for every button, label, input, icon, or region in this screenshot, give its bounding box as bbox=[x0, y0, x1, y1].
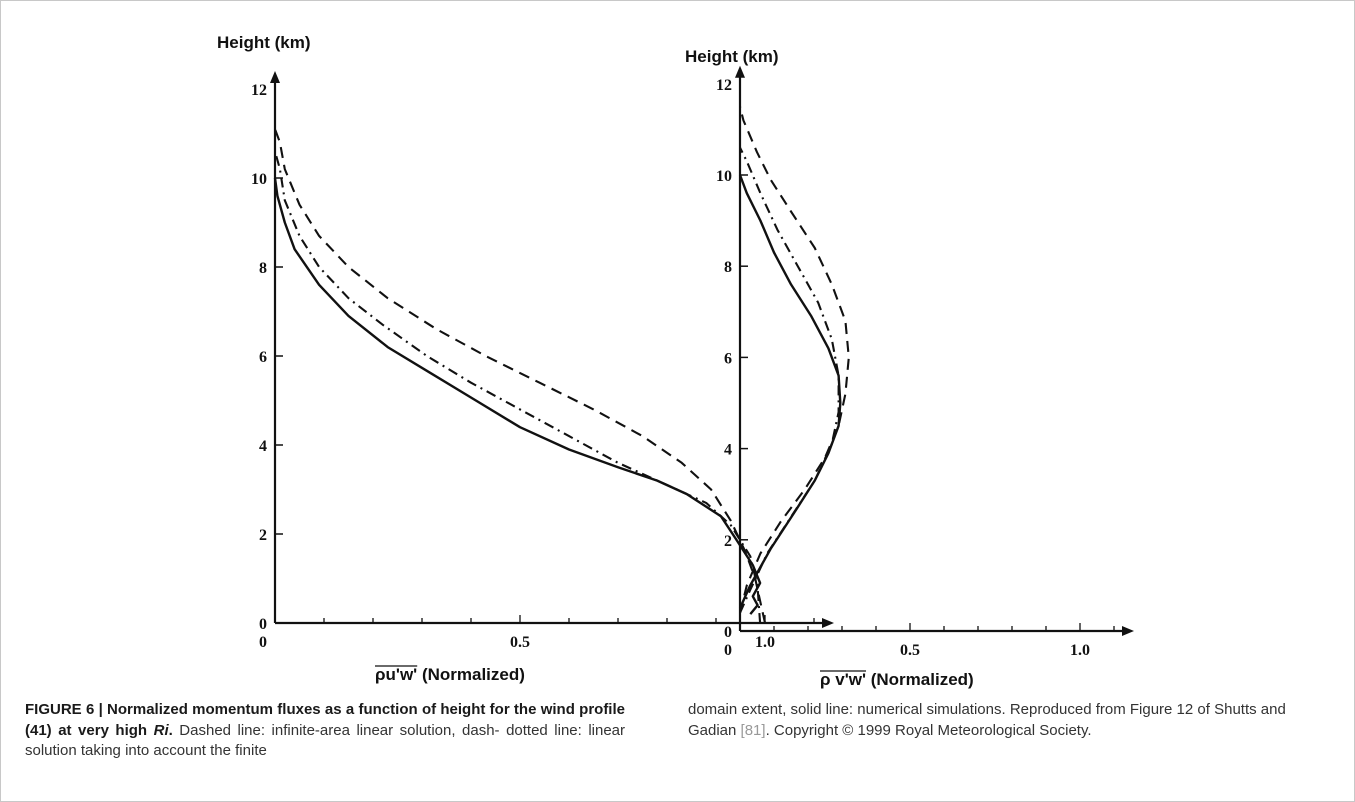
x-axis-arrow bbox=[822, 618, 834, 628]
caption-bold-end: . bbox=[168, 721, 173, 739]
series-line-solid bbox=[738, 174, 842, 609]
x-axis-label: ρu'w' (Normalized) bbox=[375, 665, 525, 684]
x-axis-label-symbol: ρ v'w' bbox=[820, 670, 866, 689]
caption-bold: FIGURE 6 | Normalized momentum fluxes as… bbox=[25, 701, 625, 739]
y-tick-label: 2 bbox=[724, 533, 732, 550]
y-tick-label: 2 bbox=[259, 527, 267, 544]
y-tick-label: 12 bbox=[716, 77, 732, 94]
series-line-dash-dot bbox=[739, 147, 840, 614]
panel-left-chart: 0 2 4 6 8 10 12 0 0.5 1.0 Height (km) ρu'w' (Normal… bbox=[217, 33, 834, 684]
caption-text-right-1: domain extent, solid line: numerical sim… bbox=[688, 701, 1286, 739]
y-tick-label: 0 bbox=[259, 616, 267, 633]
y-tick-label: 8 bbox=[724, 259, 732, 276]
x-axis-arrow bbox=[1122, 626, 1134, 636]
y-axis-label: Height (km) bbox=[685, 47, 779, 66]
y-tick-label: 8 bbox=[259, 260, 267, 277]
y-tick-label: 0 bbox=[724, 624, 732, 641]
caption-ri: Ri bbox=[153, 721, 169, 739]
figure-panels: 0 2 4 6 8 10 12 0 0.5 1.0 Height (km) ρu'w' (Normal… bbox=[217, 33, 1134, 689]
y-tick-label: 12 bbox=[251, 82, 267, 99]
x-axis-label: ρ v'w' (Normalized) bbox=[820, 670, 974, 689]
y-tick-label: 10 bbox=[716, 168, 732, 185]
series-line-solid bbox=[273, 177, 762, 615]
caption-text-right-2: . Copyright © 1999 Royal Meteorological … bbox=[765, 721, 1092, 739]
series-line-dash-dot bbox=[273, 151, 762, 624]
y-tick-label: 10 bbox=[251, 171, 267, 188]
x-tick-label: 1.0 bbox=[1070, 642, 1090, 659]
figure-caption-left: FIGURE 6 | Normalized momentum fluxes as… bbox=[25, 700, 625, 762]
x-axis-label-symbol: ρu'w' bbox=[375, 665, 417, 684]
y-tick-label: 6 bbox=[259, 349, 267, 366]
y-axis-label: Height (km) bbox=[217, 33, 311, 52]
caption-text-left: Dashed line: infinite-area linear soluti… bbox=[25, 721, 626, 760]
panel-right-chart: 0 2 4 6 8 10 12 0 0.5 1.0 Height (km) ρ v'w' (Norma… bbox=[685, 47, 1134, 689]
x-tick-label: 1.0 bbox=[755, 634, 775, 651]
y-tick-label: 6 bbox=[724, 350, 732, 367]
caption-reference: [81] bbox=[740, 721, 766, 739]
x-tick-label: 0.5 bbox=[510, 634, 530, 651]
x-tick-label: 0 bbox=[259, 634, 267, 651]
x-tick-label: 0.5 bbox=[900, 642, 920, 659]
x-axis-label-rest: (Normalized) bbox=[417, 665, 525, 684]
figure-caption-right: domain extent, solid line: numerical sim… bbox=[688, 700, 1328, 741]
y-tick-label: 4 bbox=[259, 438, 267, 455]
y-axis-arrow bbox=[270, 71, 280, 83]
y-tick-label: 4 bbox=[724, 442, 732, 459]
x-tick-label: 0 bbox=[724, 642, 732, 659]
series-line-dashed bbox=[738, 106, 850, 614]
series-line-dashed bbox=[274, 128, 767, 624]
y-axis-arrow bbox=[735, 65, 745, 78]
x-axis-label-rest: (Normalized) bbox=[866, 670, 974, 689]
